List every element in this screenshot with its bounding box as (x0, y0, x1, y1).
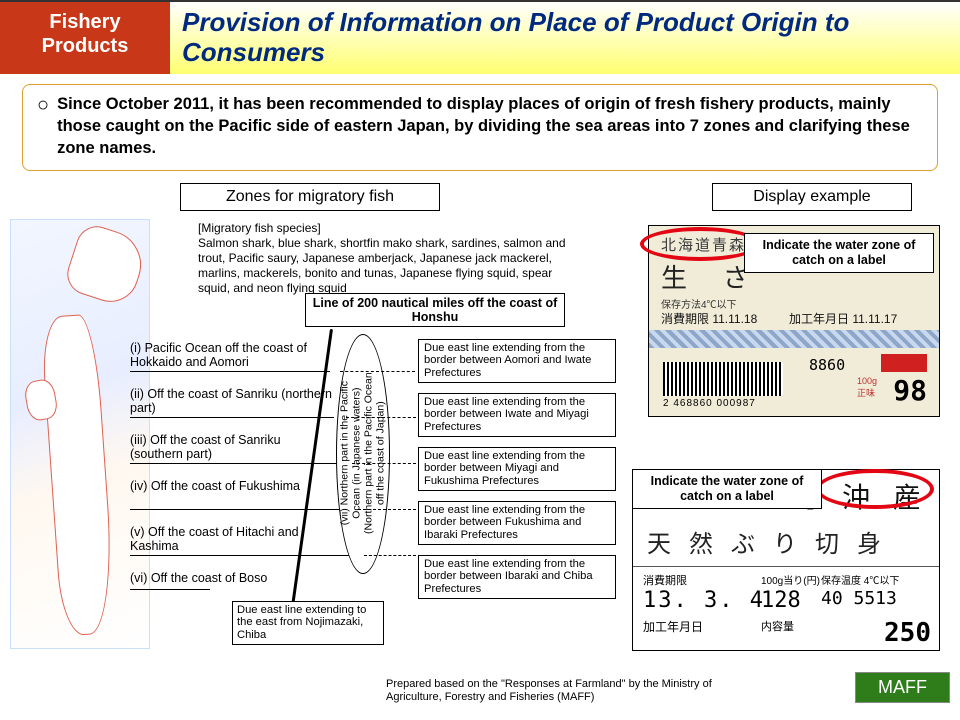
zone-vi: (vi) Off the coast of Boso (130, 571, 335, 586)
border-iwate-miyagi: Due east line extending from the border … (418, 393, 616, 438)
photo2-expire: 消費期限 (643, 572, 687, 588)
zones-section-title: Zones for migratory fish (180, 183, 440, 211)
line-200nm-label: Line of 200 nautical miles off the coast… (305, 293, 565, 328)
photo2-v2: 40 5513 (821, 588, 897, 609)
border-miyagi-fukushima: Due east line extending from the border … (418, 447, 616, 492)
source-footer: Prepared based on the "Responses at Farm… (386, 678, 746, 704)
indicate-label-1: Indicate the water zone of catch on a la… (744, 233, 934, 273)
header: Fishery Products Provision of Informatio… (0, 0, 960, 74)
zone-v: (v) Off the coast of Hitachi and Kashima (130, 525, 335, 555)
photo2-unit: 100g当り(円) (761, 572, 820, 587)
red-highlight-2 (816, 469, 934, 509)
summary-box: ○ Since October 2011, it has been recomm… (22, 84, 938, 171)
maff-badge: MAFF (855, 672, 950, 703)
page-title: Provision of Information on Place of Pro… (170, 2, 960, 74)
photo1-barcode: 2 468860 000987 (663, 398, 756, 409)
photo2-temp: 保存温度 4℃以下 (821, 572, 899, 587)
zone-vii-ellipse: (vii) Northern part in the PacificOcean … (336, 334, 390, 574)
category-badge: Fishery Products (0, 2, 170, 74)
photo1-code: 8860 (809, 356, 845, 374)
border-fukushima-ibaraki: Due east line extending from the border … (418, 501, 616, 546)
zone-i: (i) Pacific Ocean off the coast of Hokka… (130, 341, 335, 371)
content-area: Zones for migratory fish Display example… (0, 179, 960, 709)
photo1-date1: 消費期限 11.11.18 (661, 310, 757, 327)
species-heading: [Migratory fish species] (198, 221, 321, 235)
photo1-price: 98 (893, 374, 927, 407)
photo2-date: 13. 3. 4 (643, 588, 765, 613)
nojima-label: Due east line extending to the east from… (232, 601, 384, 646)
photo2-line2: 天 然 ぶ り 切 身 (647, 524, 887, 559)
species-body: Salmon shark, blue shark, shortfin mako … (198, 236, 566, 295)
display-section-title: Display example (712, 183, 912, 211)
red-highlight-1 (640, 227, 760, 261)
japan-map (10, 219, 150, 649)
border-ibaraki-chiba: Due east line extending from the border … (418, 555, 616, 600)
zone-vii-text: (vii) Northern part in the PacificOcean … (339, 373, 387, 535)
zone-iii: (iii) Off the coast of Sanriku (southern… (130, 433, 335, 463)
photo2-v1: 128 (761, 588, 801, 613)
photo1-date2: 加工年月日 11.11.17 (789, 310, 897, 327)
summary-text: Since October 2011, it has been recommen… (57, 93, 923, 160)
photo1-preserve: 保存方法4℃以下 (661, 296, 737, 311)
photo2-naiyoryo: 内容量 (761, 618, 794, 634)
indicate-label-2: Indicate the water zone of catch on a la… (632, 469, 822, 509)
border-aomori-iwate: Due east line extending from the border … (418, 339, 616, 384)
zone-iv: (iv) Off the coast of Fukushima (130, 479, 335, 494)
bullet-icon: ○ (37, 93, 49, 160)
zone-ii: (ii) Off the coast of Sanriku (northern … (130, 387, 335, 417)
photo2-proc: 加工年月日 (643, 618, 703, 635)
species-list: [Migratory fish species] Salmon shark, b… (198, 221, 578, 296)
